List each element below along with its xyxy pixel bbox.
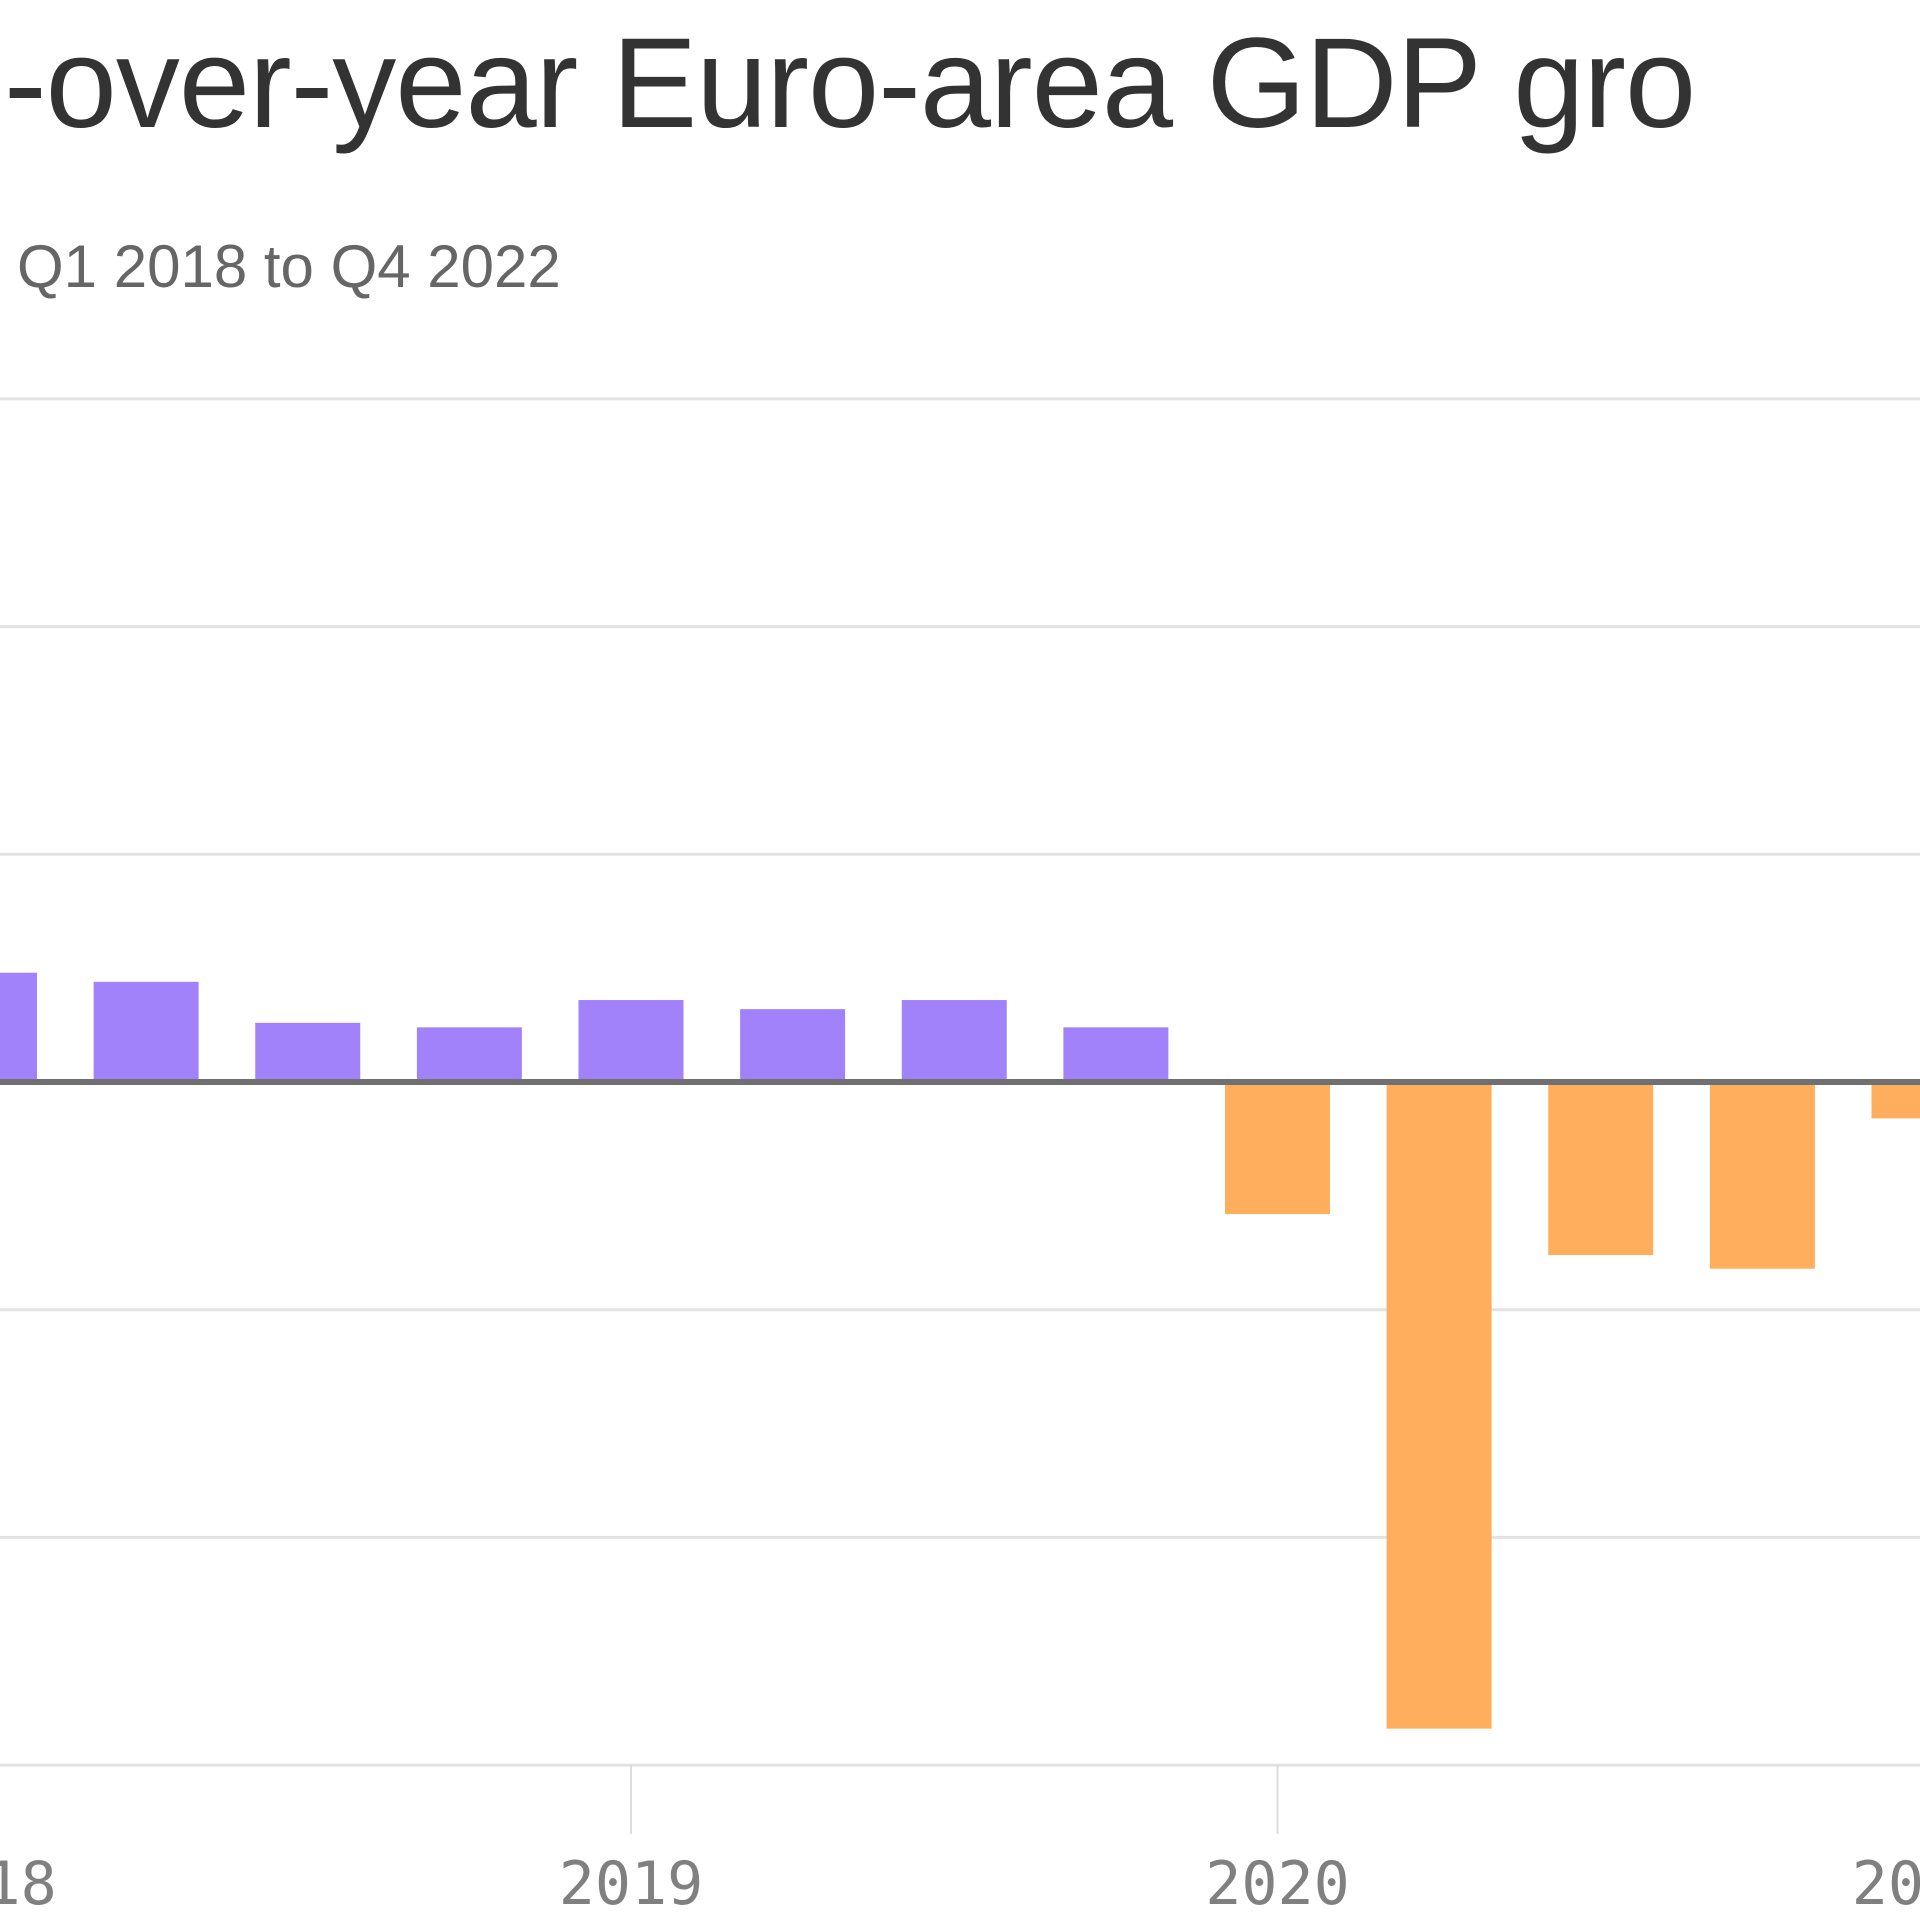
- bars: [0, 972, 1920, 1729]
- x-tick-label: 2021: [1852, 1849, 1920, 1919]
- x-tick-label: 2018: [0, 1849, 57, 1919]
- bar-q2-2018: [93, 981, 199, 1082]
- bar-q1-2021: [1871, 1082, 1920, 1119]
- bar-q3-2020: [1548, 1082, 1654, 1256]
- bar-q4-2019: [1063, 1027, 1169, 1082]
- bar-q1-2020: [1225, 1082, 1330, 1215]
- bar-q1-2019: [578, 1000, 684, 1082]
- x-tick-label: 2019: [559, 1849, 704, 1919]
- bar-q1-2018: [0, 972, 37, 1082]
- bar-q2-2020: [1386, 1082, 1492, 1729]
- gridlines: [0, 397, 1920, 1767]
- bar-q4-2018: [416, 1027, 522, 1082]
- chart-subtitle: Q1 2018 to Q4 2022: [17, 233, 561, 300]
- bar-q2-2019: [740, 1009, 846, 1082]
- bar-q3-2019: [901, 1000, 1007, 1082]
- x-axis: 2018 2019 2020 2021: [0, 1765, 1920, 1919]
- x-tick-label: 2020: [1205, 1849, 1350, 1919]
- chart-title: -over-year Euro-area GDP gro: [4, 12, 1696, 155]
- bar-q4-2020: [1709, 1082, 1815, 1269]
- bar-q3-2018: [255, 1022, 361, 1082]
